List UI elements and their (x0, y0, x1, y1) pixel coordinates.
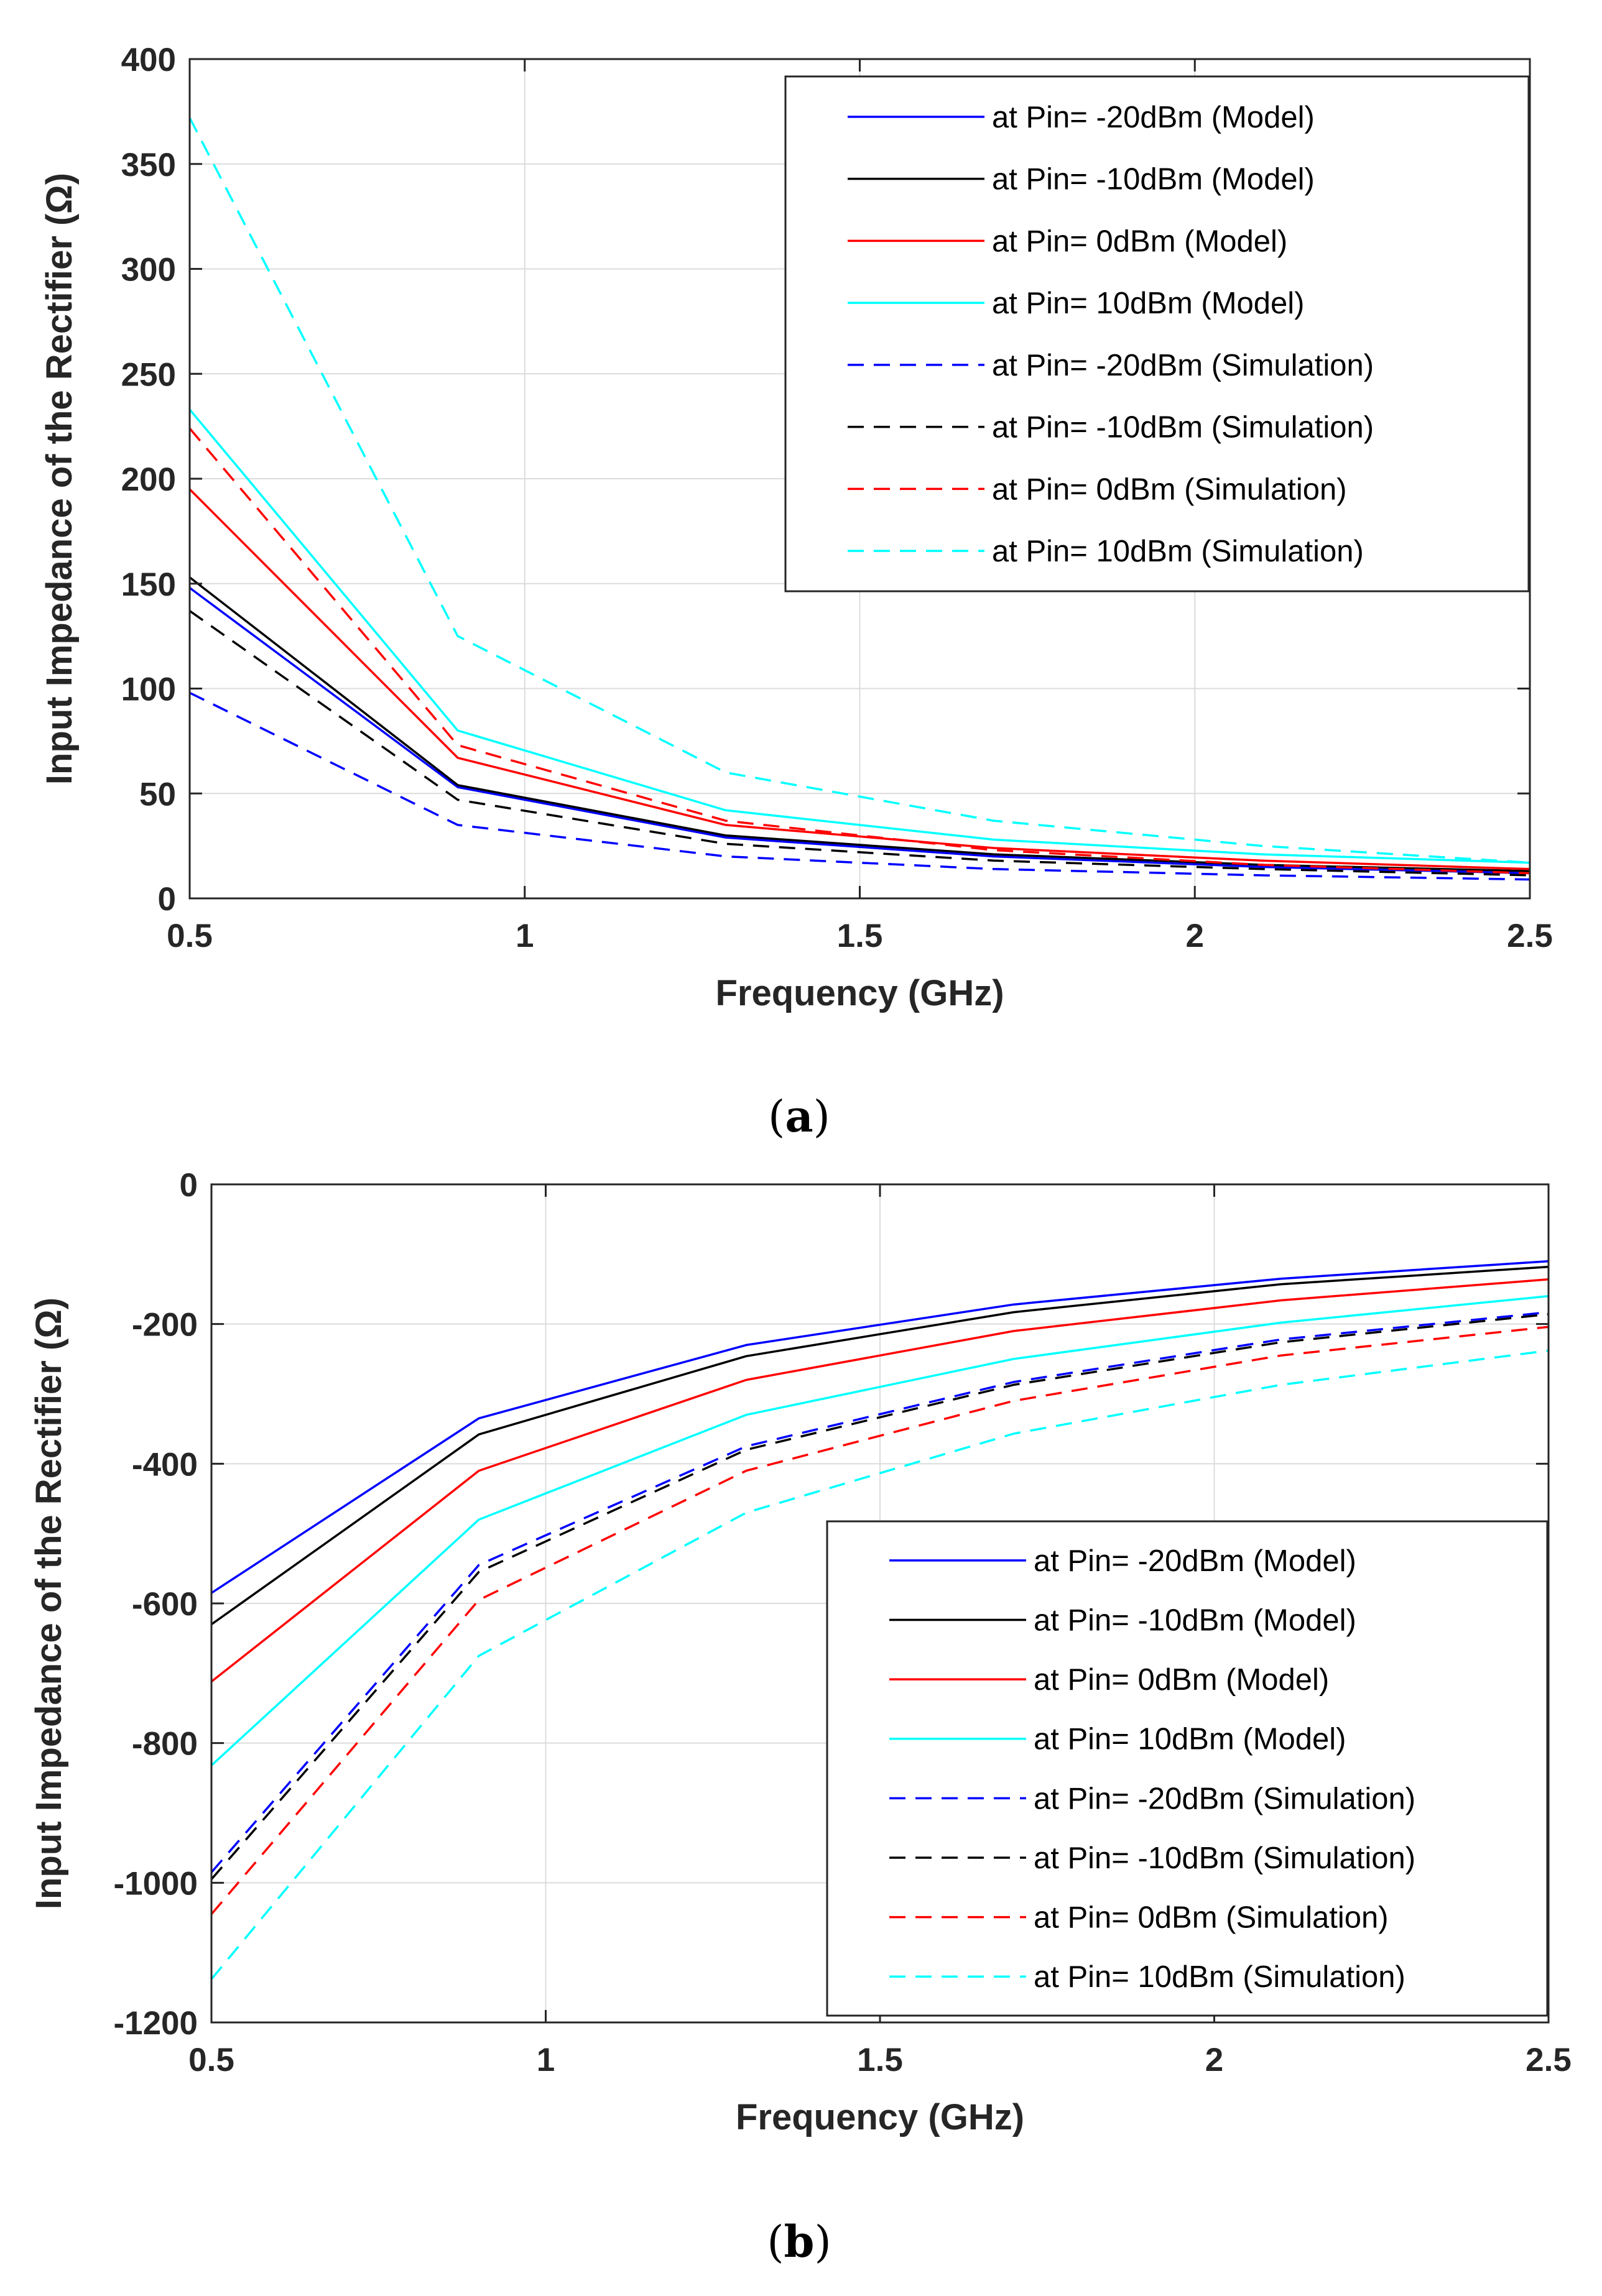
chart-a-x-axis-label: Frequency (GHz) (715, 973, 1004, 1013)
chart-a-x-tick-label-0: 0.5 (167, 918, 213, 954)
chart-a-legend-label-3: at Pin= 10dBm (Model) (992, 287, 1305, 320)
chart-b-x-tick-label-2: 1.5 (857, 2042, 903, 2078)
chart-b-legend-label-2: at Pin= 0dBm (Model) (1034, 1663, 1329, 1697)
chart-a-legend-label-4: at Pin= -20dBm (Simulation) (992, 349, 1374, 382)
chart-a-y-tick-label-8: 400 (121, 42, 176, 78)
chart-b-x-tick-label-1: 1 (537, 2042, 555, 2078)
chart-a-series-line-4 (189, 691, 1530, 881)
chart-a-series-line-6 (188, 427, 1530, 875)
chart-b-series-line-2 (210, 1278, 1549, 1683)
chart-a-x-tick-label-2: 1.5 (837, 918, 883, 954)
chart-a-y-tick-label-4: 200 (121, 461, 176, 498)
chart-a-caption: (a) (768, 1090, 830, 1142)
chart-a-series (188, 117, 1530, 881)
chart-a-series-line-3 (188, 408, 1530, 864)
chart-a-series-line-2 (188, 488, 1530, 870)
chart-b-legend-box (826, 1520, 1549, 2017)
chart-b-y-tick-label-6: 0 (180, 1167, 198, 1204)
chart-b-legend: at Pin= -20dBm (Model) at Pin= -10dBm (Mo… (826, 1520, 1549, 2017)
chart-a-y-tick-label-2: 100 (121, 671, 176, 708)
chart-b-y-tick-label-1: -1000 (113, 1865, 198, 1902)
chart-b-y-tick-label-3: -600 (132, 1586, 198, 1623)
chart-b-y-tick-label-0: -1200 (113, 2005, 198, 2042)
chart-b-series (210, 1260, 1549, 1980)
chart-b-legend-label-6: at Pin= 0dBm (Simulation) (1034, 1901, 1389, 1935)
chart-a-series-line-1 (188, 576, 1530, 872)
chart-b-series-line-0 (211, 1260, 1549, 1594)
chart-a-y-tick-label-0: 0 (158, 881, 176, 918)
chart-a-y-tick-label-5: 250 (121, 356, 176, 393)
chart-b: 0.5 1 1.5 2 2.5 -1200 -1000 -800 -600 -400 -200 0 F… (29, 1167, 1572, 2267)
chart-a-y-tick-label-1: 50 (139, 776, 176, 813)
chart-b-legend-label-4: at Pin= -20dBm (Simulation) (1034, 1782, 1415, 1815)
chart-a: 0.5 1 1.5 2 2.5 0 50 100 150 200 250 300 350 400 Freq… (39, 42, 1553, 1142)
chart-b-legend-label-1: at Pin= -10dBm (Model) (1034, 1603, 1356, 1637)
chart-b-x-tick-label-4: 2.5 (1526, 2042, 1572, 2078)
chart-b-series-line-7 (210, 1349, 1549, 1980)
chart-a-legend-label-2: at Pin= 0dBm (Model) (992, 224, 1287, 258)
chart-a-y-axis-label: Input Impedance of the Rectifier (Ω) (39, 173, 80, 785)
chart-b-series-line-5 (210, 1313, 1549, 1880)
chart-b-caption: (b) (767, 2216, 831, 2267)
chart-a-x-tick-label-1: 1 (516, 918, 534, 954)
chart-a-legend-label-1: at Pin= -10dBm (Model) (992, 163, 1315, 196)
chart-b-y-tick-label-2: -800 (132, 1726, 198, 1763)
chart-a-legend-label-5: at Pin= -10dBm (Simulation) (992, 411, 1374, 445)
chart-b-x-axis-label: Frequency (GHz) (736, 2097, 1024, 2137)
chart-a-x-tick-label-4: 2.5 (1507, 918, 1553, 954)
chart-b-legend-label-7: at Pin= 10dBm (Simulation) (1034, 1960, 1405, 1994)
chart-a-series-line-5 (188, 610, 1530, 877)
chart-a-legend: at Pin= -20dBm (Model) at Pin= -10dBm (Mo… (784, 75, 1530, 592)
chart-b-x-tick-label-0: 0.5 (188, 2042, 234, 2078)
chart-a-legend-box (784, 75, 1530, 592)
chart-a-x-tick-label-3: 2 (1186, 918, 1204, 954)
chart-b-x-tick-label-3: 2 (1205, 2042, 1223, 2078)
chart-b-legend-label-3: at Pin= 10dBm (Model) (1034, 1723, 1346, 1756)
chart-b-series-line-6 (210, 1326, 1549, 1916)
chart-b-caption-letter: b (784, 2216, 815, 2267)
chart-a-legend-label-7: at Pin= 10dBm (Simulation) (992, 535, 1364, 568)
chart-b-series-line-4 (210, 1311, 1549, 1873)
chart-b-series-line-3 (210, 1294, 1549, 1766)
chart-a-series-line-0 (188, 587, 1530, 875)
chart-a-y-tick-label-7: 350 (121, 147, 176, 183)
chart-a-y-tick-label-3: 150 (121, 566, 176, 603)
chart-b-y-tick-label-5: -200 (132, 1307, 198, 1344)
chart-a-ticks: 0.5 1 1.5 2 2.5 0 50 100 150 200 250 300 350 400 (121, 42, 1553, 954)
chart-b-series-line-1 (210, 1265, 1549, 1626)
chart-b-ticks: 0.5 1 1.5 2 2.5 -1200 -1000 -800 -600 -400 -200 0 (113, 1167, 1571, 2078)
chart-a-legend-label-6: at Pin= 0dBm (Simulation) (992, 473, 1347, 506)
chart-a-series-line-7 (188, 117, 1530, 864)
chart-a-legend-label-0: at Pin= -20dBm (Model) (992, 101, 1315, 134)
chart-a-y-tick-label-6: 300 (121, 252, 176, 288)
chart-b-y-tick-label-4: -400 (132, 1446, 198, 1483)
chart-a-caption-letter: a (785, 1090, 813, 1142)
chart-b-y-axis-label: Input Impedance of the Rectifier (Ω) (29, 1298, 69, 1909)
chart-b-legend-label-0: at Pin= -20dBm (Model) (1034, 1544, 1356, 1578)
chart-b-legend-label-5: at Pin= -10dBm (Simulation) (1034, 1842, 1415, 1875)
